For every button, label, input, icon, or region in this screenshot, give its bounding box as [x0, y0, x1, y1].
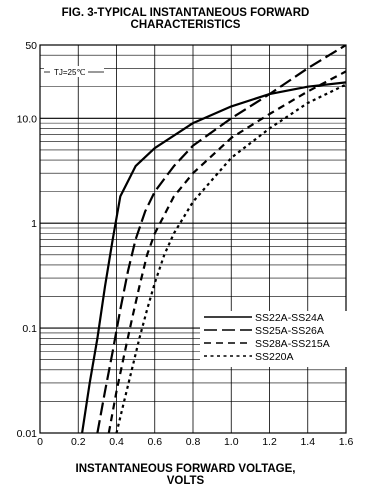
- plot-frame: [39, 44, 347, 434]
- y-tick-label: 0.01: [17, 428, 38, 440]
- y-tick-label: 0.1: [22, 323, 37, 335]
- series-line-3: [107, 70, 346, 433]
- series-line-4: [115, 83, 346, 433]
- legend-label: SS22A-SS24A: [255, 312, 324, 324]
- legend-label: SS220A: [255, 351, 294, 363]
- chart-title-line1: FIG. 3-TYPICAL INSTANTANEOUS FORWARD: [61, 7, 310, 19]
- x-tick-label: 1.6: [339, 436, 354, 448]
- x-axis-label-line1: INSTANTANEOUS FORWARD VOLTAGE,: [75, 463, 296, 475]
- y-tick-label: 50: [25, 40, 37, 52]
- series-line-1: [81, 81, 346, 433]
- x-tick-labels: 0 0.2 0.4 0.6 0.8 1.0 1.2 1.4 1.6: [37, 436, 353, 448]
- x-tick-label: 0.2: [71, 436, 86, 448]
- x-tick-label: 0.4: [109, 436, 124, 448]
- series-line-2: [96, 45, 346, 433]
- x-tick-label: 1.0: [224, 436, 239, 448]
- legend-background: [200, 311, 347, 367]
- y-tick-label: 10.0: [17, 113, 38, 125]
- x-axis-label-line2: VOLTS: [166, 475, 205, 487]
- chart-title-line2: CHARACTERISTICS: [130, 19, 241, 31]
- x-tick-label: 1.4: [300, 436, 315, 448]
- legend-label: SS28A-SS215A: [255, 338, 330, 350]
- x-tick-label: 0.6: [147, 436, 162, 448]
- grid-lines: [40, 45, 346, 433]
- annotation-box: TJ=25℃: [44, 66, 104, 77]
- series-curves: [81, 45, 346, 433]
- x-tick-label: 1.2: [262, 436, 277, 448]
- y-tick-label: 1: [31, 218, 37, 230]
- x-tick-label: 0.8: [186, 436, 201, 448]
- y-tick-labels: 50 10.0 1 0.1 0.01: [17, 40, 38, 440]
- x-tick-label: 0: [37, 436, 43, 448]
- legend-label: SS25A-SS26A: [255, 325, 324, 337]
- temperature-annotation: TJ=25℃: [54, 68, 85, 77]
